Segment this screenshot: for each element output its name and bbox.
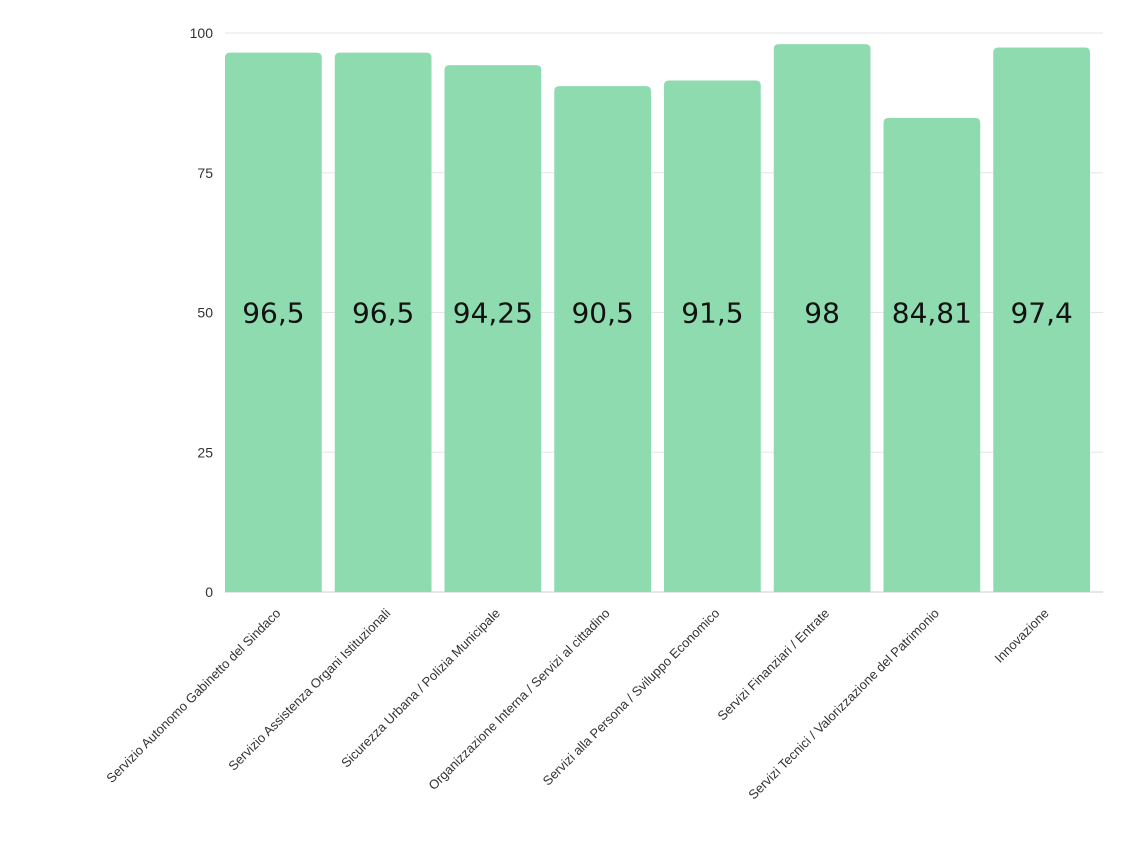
data-label: 97,4 — [1010, 297, 1072, 330]
x-tick-label: Servizio Autonomo Gabinetto del Sindaco — [103, 606, 283, 786]
data-label: 91,5 — [681, 297, 743, 330]
data-label: 90,5 — [571, 297, 633, 330]
y-tick-label: 100 — [190, 25, 214, 41]
data-label: 94,25 — [453, 297, 533, 330]
x-axis: Servizio Autonomo Gabinetto del Sindaco S… — [103, 605, 1052, 802]
y-tick-label: 50 — [197, 305, 213, 321]
x-tick-label: Innovazione — [992, 606, 1052, 666]
x-tick-label: Servizi Tecnici / Valorizzazione del Pat… — [745, 606, 942, 803]
bar — [993, 47, 1090, 593]
x-tick-label: Servizi alla Persona / Sviluppo Economic… — [540, 606, 723, 789]
data-labels: 96,5 96,5 94,25 90,5 91,5 98 84,81 97,4 — [242, 297, 1073, 330]
bar — [334, 52, 432, 592]
bar — [664, 80, 761, 592]
x-tick-label: Organizzazione Interna / Servizi al citt… — [425, 606, 612, 793]
bar — [444, 65, 542, 592]
bar — [773, 44, 871, 593]
bar — [225, 52, 322, 592]
bar — [883, 117, 981, 592]
y-tick-label: 25 — [197, 444, 213, 460]
data-label: 84,81 — [892, 297, 972, 330]
y-axis: 0 25 50 75 100 — [190, 25, 214, 600]
data-label: 96,5 — [242, 297, 304, 330]
data-label: 98 — [804, 297, 840, 330]
y-tick-label: 0 — [205, 584, 213, 600]
x-tick-label: Servizi Finanziari / Entrate — [714, 606, 832, 724]
y-tick-label: 75 — [197, 165, 213, 181]
bars — [225, 44, 1090, 593]
data-label: 96,5 — [352, 297, 414, 330]
bar — [554, 86, 651, 592]
